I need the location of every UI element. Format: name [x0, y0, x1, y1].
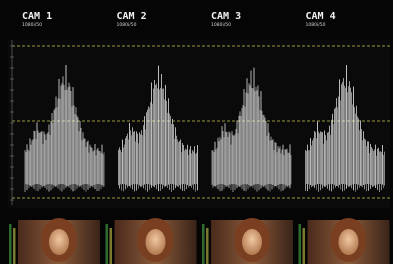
camera-title: CAM 2 — [117, 11, 147, 22]
audio-meter — [13, 228, 16, 264]
camera-title: CAM 4 — [306, 11, 336, 22]
face — [242, 229, 262, 255]
camera-format: 1080i/50 — [22, 22, 42, 28]
face — [339, 229, 359, 255]
audio-meter — [110, 228, 113, 264]
audio-meter — [106, 224, 109, 264]
audio-meter — [303, 228, 306, 264]
camera-title: CAM 1 — [22, 11, 52, 22]
camera-format: 1080i/50 — [306, 22, 326, 28]
camera-format: 1080i/50 — [211, 22, 231, 28]
waveform-monitor: CAM 11080i/50CAM 21080i/50CAM 31080i/50C… — [0, 0, 393, 264]
camera-format: 1080i/50 — [117, 22, 137, 28]
screen: CAM 11080i/50CAM 21080i/50CAM 31080i/50C… — [0, 0, 393, 264]
audio-meter — [206, 228, 209, 264]
audio-meter — [202, 224, 205, 264]
audio-meter — [9, 224, 12, 264]
audio-meter — [299, 224, 302, 264]
face — [49, 229, 69, 255]
camera-title: CAM 3 — [211, 11, 241, 22]
thumbnails — [9, 218, 390, 264]
face — [146, 229, 166, 255]
